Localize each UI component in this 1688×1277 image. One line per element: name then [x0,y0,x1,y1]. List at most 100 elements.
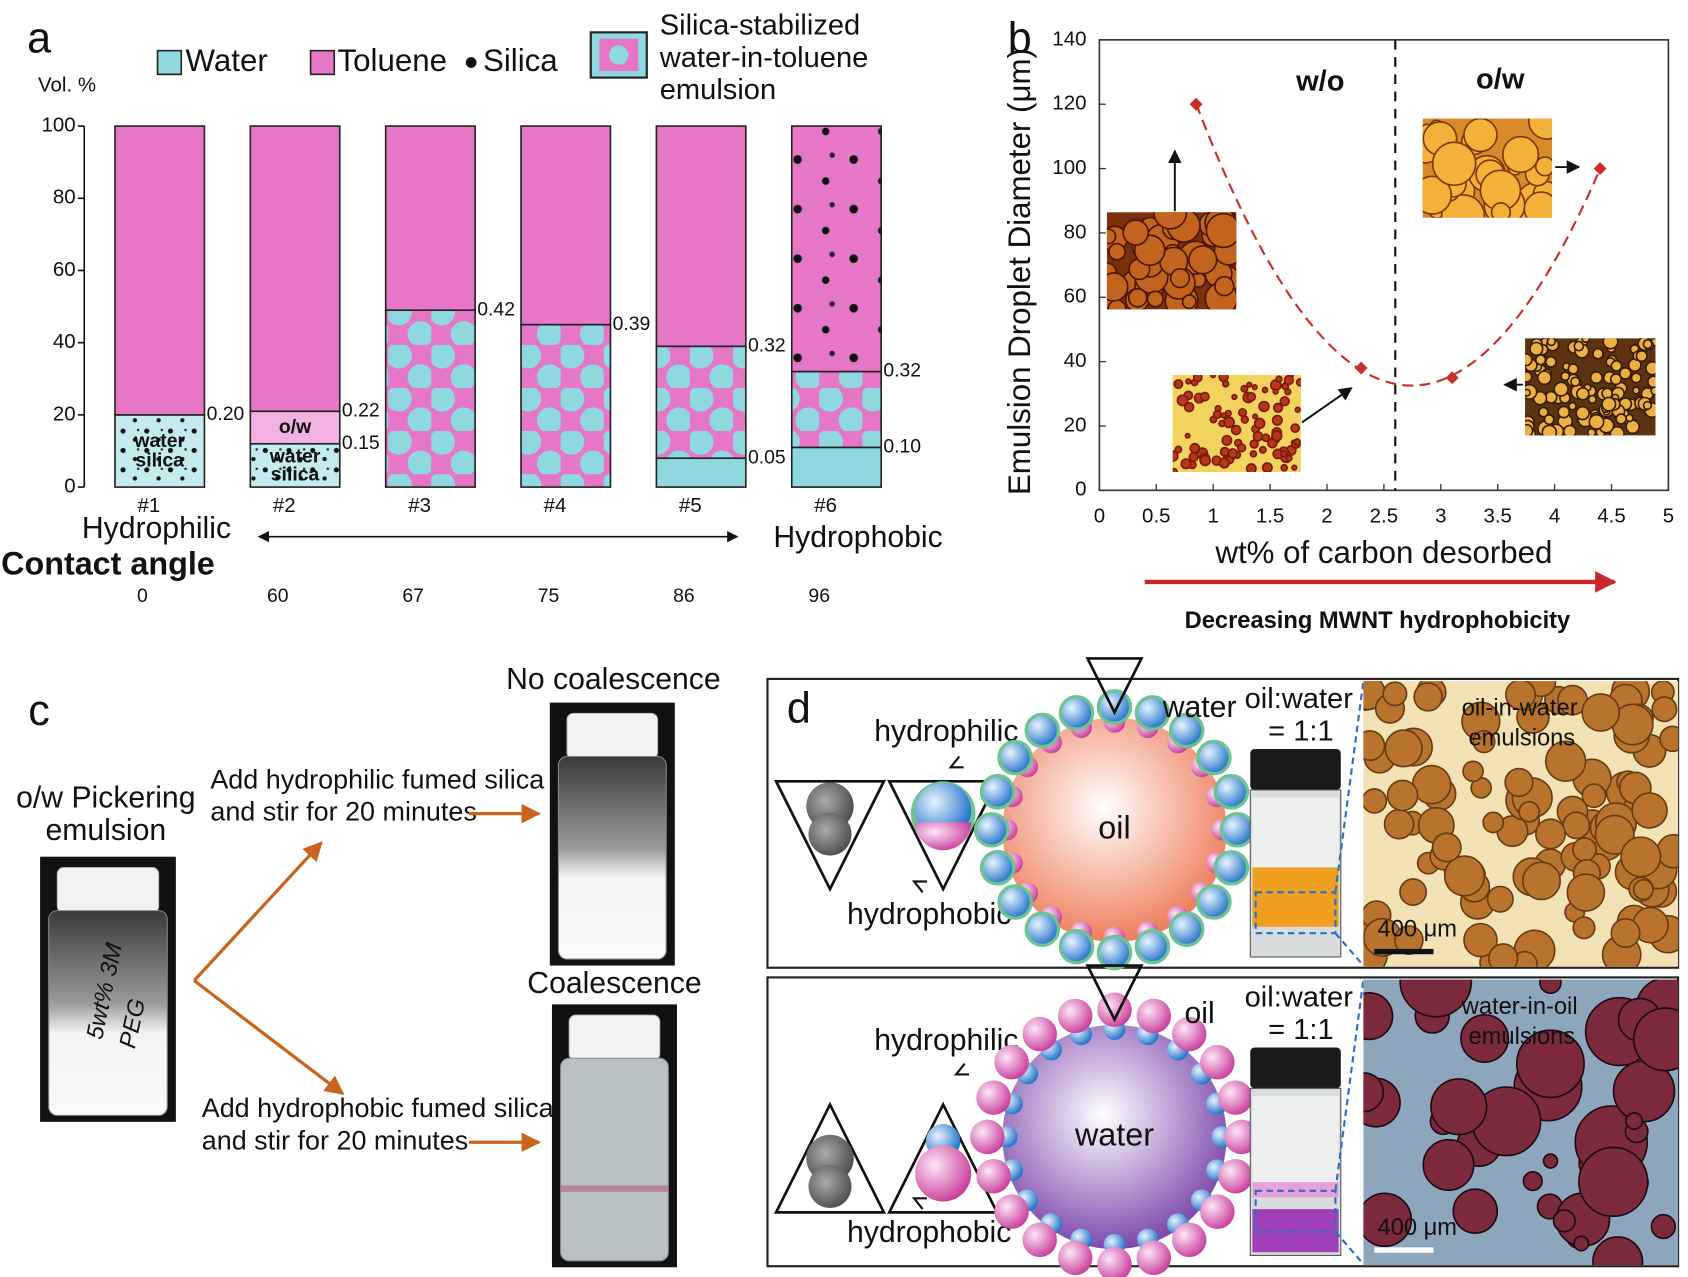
boundary-label: 0.10 [883,436,921,458]
segment-label: water silica [134,430,186,471]
x-tick-label: 2.5 [1370,505,1398,528]
contact-angle-value: 75 [538,585,560,607]
y-tick-label: 20 [1064,413,1087,436]
micrograph-droplets [1363,979,1679,1266]
x-tick-label: #6 [814,494,837,517]
droplet [1363,992,1394,1041]
droplet [1290,423,1301,434]
droplet [1413,682,1443,712]
droplet [1486,885,1514,913]
hydrophilic-note: Hydrophilic [82,512,231,545]
panel-label: b [1008,14,1032,62]
droplet [1218,375,1229,383]
droplet [1249,450,1258,458]
particle-outer [1196,739,1232,776]
zoom-line [1334,680,1365,893]
micrograph-droplets [1106,212,1237,310]
droplet [1422,1138,1475,1192]
droplet [1609,373,1622,386]
x-tick-label: 0.5 [1142,505,1170,528]
droplet [1542,1153,1559,1169]
legend-swatch-drop [609,45,629,65]
droplet [1294,406,1301,413]
x-tick-label: 1 [1208,505,1219,528]
droplet [1431,141,1477,187]
particle-outer [979,774,1016,810]
legend-label: Water [186,43,268,78]
x-tick-label: 1.5 [1256,505,1284,528]
droplet [1632,879,1654,901]
trend-annotation: Decreasing MWNT hydrophobicity [1185,608,1571,634]
droplet [1552,1209,1576,1233]
droplet [1539,979,1562,995]
x-axis-label: wt% of carbon desorbed [1214,535,1552,570]
droplet [1452,1188,1499,1234]
droplet [1214,404,1222,413]
contact-angle-value: 86 [673,585,695,607]
particle-outer [1096,689,1133,725]
step-text: and stir for 20 minutes [202,1125,469,1155]
droplet [1625,413,1634,423]
vial-photo [549,702,675,966]
particle-outer [1168,712,1205,749]
x-tick-label: 4.5 [1597,505,1625,528]
bar-segment [790,125,882,373]
pointer [953,1062,970,1076]
bar-segment [384,309,476,488]
droplet [1122,219,1150,246]
hydrophilic-label: hydrophilic [874,1024,1018,1057]
legend-label: Silica [483,43,558,78]
droplet [1399,979,1473,1018]
ratio-label: oil:water [1245,683,1354,715]
droplet [1610,917,1641,949]
droplet [1271,414,1283,426]
boundary-label: 0.32 [883,360,921,382]
droplet [1650,1213,1677,1240]
droplet [1504,767,1534,798]
vial-foam [1252,1095,1339,1183]
droplet [1279,396,1290,407]
scale-label: 400 μm [1378,916,1457,942]
particle-outer [1024,712,1061,749]
micrograph-droplets [1422,118,1553,218]
pointer [948,755,964,769]
y-tick-label: 20 [53,402,76,425]
particle-outer [970,1119,1005,1155]
droplet [1562,424,1577,436]
droplet [1291,464,1298,471]
droplet [1537,370,1552,386]
result-label: No coalescence [506,663,721,696]
droplet [1504,681,1537,711]
particle-outer [1168,911,1205,947]
micrograph-droplets [1363,681,1679,967]
boundary-label: 0.39 [613,313,651,335]
x-tick-label: 2 [1321,505,1332,528]
panel-label: d [787,685,811,733]
droplet [1261,386,1269,394]
micrograph-droplets [1172,375,1301,473]
droplet [1218,457,1230,469]
droplet [1572,837,1597,862]
droplet [1490,202,1512,218]
droplet [1430,1078,1488,1136]
particle-outer [1024,911,1061,947]
droplet [1625,1112,1644,1131]
y-tick-label: 40 [53,330,76,353]
hydrophobic-label: hydrophobic [847,1216,1011,1249]
droplet [1431,832,1462,863]
droplet [1589,370,1603,385]
x-tick-label: 4 [1549,505,1560,528]
y-tick-label: 140 [1052,27,1086,50]
droplet [1363,1072,1385,1113]
particle-outer [1058,928,1095,965]
segment-label: water silica [269,444,321,485]
hydrophobic-note: Hydrophobic [773,521,942,554]
droplet [1188,451,1199,463]
droplet [1462,760,1484,783]
contact-angle-value: 0 [137,585,148,607]
droplet [1251,384,1258,391]
vial-layer [1252,867,1339,927]
droplet-core [1002,717,1227,942]
droplet [1181,294,1197,310]
data-point [1354,361,1368,375]
